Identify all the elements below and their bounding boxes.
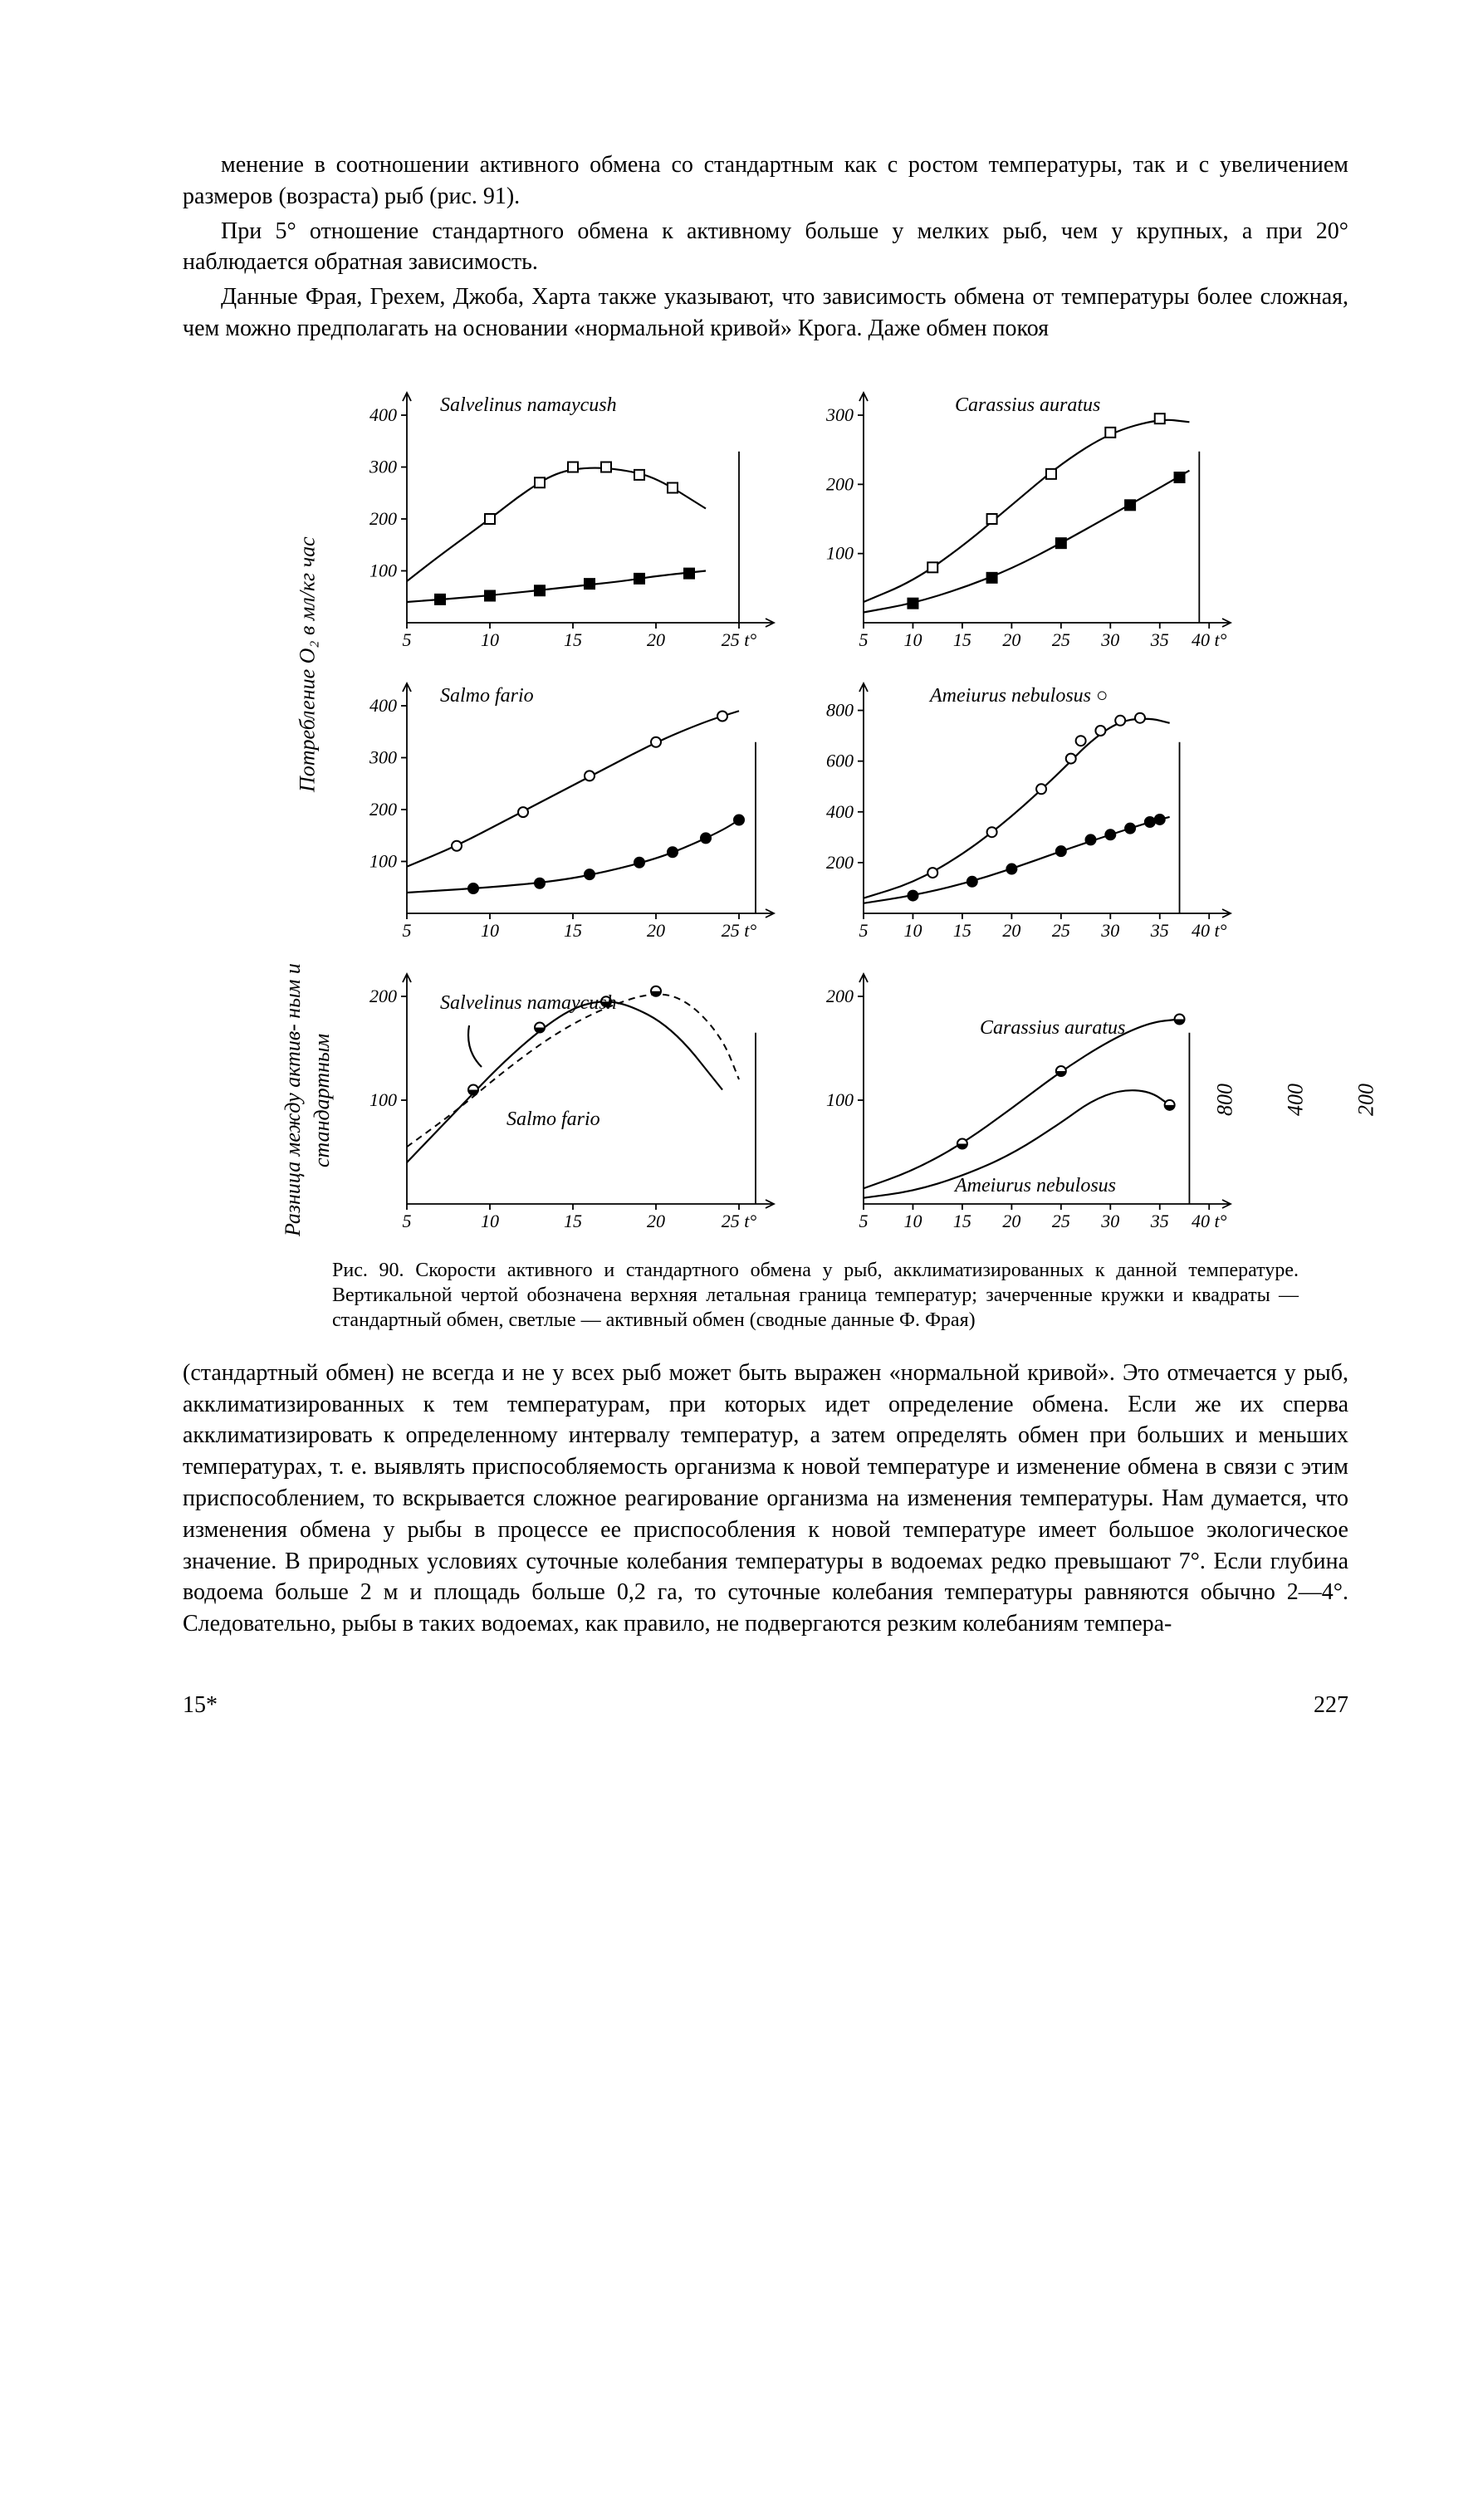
svg-text:300: 300 [825, 404, 854, 425]
svg-text:800: 800 [826, 699, 854, 720]
svg-text:40 t°: 40 t° [1192, 629, 1227, 650]
svg-text:Carassius auratus: Carassius auratus [955, 394, 1100, 416]
svg-text:10: 10 [903, 629, 922, 650]
figure-caption: Рис. 90. Скорости активного и стандартно… [332, 1258, 1299, 1333]
svg-text:20: 20 [1002, 629, 1020, 650]
figure-90: Потребление O₂ в мл/кг час 5 10 15 20 25 t° 1… [282, 378, 1348, 1333]
svg-text:40 t°: 40 t° [1192, 920, 1227, 941]
svg-text:5: 5 [403, 1211, 412, 1231]
svg-text:15: 15 [564, 920, 582, 941]
panel-f-right-ticks: 800400200 [1210, 1084, 1380, 1116]
svg-text:25 t°: 25 t° [722, 629, 757, 650]
panel-b: 5 10 15 20 25 30 35 40 t° 100 200 300 Carassius aur… [814, 378, 1245, 660]
svg-text:40 t°: 40 t° [1192, 1211, 1227, 1231]
svg-text:10: 10 [903, 920, 922, 941]
svg-text:200: 200 [826, 473, 854, 494]
svg-text:25 t°: 25 t° [722, 1211, 757, 1231]
svg-text:100: 100 [369, 1089, 397, 1110]
svg-text:15: 15 [953, 629, 971, 650]
svg-text:Salvelinus namaycush: Salvelinus namaycush [440, 992, 617, 1014]
paragraph-3: Данные Фрая, Грехем, Джоба, Харта также … [183, 281, 1348, 345]
svg-text:20: 20 [647, 920, 665, 941]
svg-text:35: 35 [1150, 920, 1169, 941]
svg-text:20: 20 [647, 1211, 665, 1231]
panel-e: 5 10 15 20 25 t° 100 200 Salvelinus namaycush Sa… [357, 959, 789, 1241]
svg-text:100: 100 [369, 850, 397, 871]
svg-text:10: 10 [481, 920, 499, 941]
svg-text:100: 100 [826, 1089, 854, 1110]
svg-text:200: 200 [369, 986, 397, 1006]
svg-text:15: 15 [564, 629, 582, 650]
svg-text:Ameiurus nebulosus ○: Ameiurus nebulosus ○ [928, 685, 1108, 707]
panel-f: 5 10 15 20 25 30 35 40 t° 100 200 Carassius auratu… [814, 959, 1245, 1241]
svg-text:25 t°: 25 t° [722, 920, 757, 941]
paragraph-1: менение в соотношении активного обмена с… [183, 149, 1348, 213]
svg-text:20: 20 [1002, 920, 1020, 941]
svg-text:400: 400 [369, 404, 397, 425]
svg-text:100: 100 [826, 542, 854, 563]
svg-text:300: 300 [369, 746, 397, 767]
svg-text:5: 5 [859, 629, 869, 650]
page-number: 227 [1314, 1690, 1348, 1721]
svg-text:30: 30 [1100, 1211, 1119, 1231]
svg-text:30: 30 [1100, 629, 1119, 650]
svg-text:25: 25 [1052, 629, 1070, 650]
svg-text:Ameiurus nebulosus: Ameiurus nebulosus [953, 1175, 1116, 1196]
svg-text:35: 35 [1150, 629, 1169, 650]
svg-text:15: 15 [953, 1211, 971, 1231]
svg-text:400: 400 [826, 801, 854, 822]
svg-text:15: 15 [564, 1211, 582, 1231]
svg-text:Salmo fario: Salmo fario [506, 1108, 600, 1130]
svg-text:10: 10 [903, 1211, 922, 1231]
svg-text:5: 5 [859, 1211, 869, 1231]
svg-text:5: 5 [859, 920, 869, 941]
svg-text:200: 200 [369, 508, 397, 529]
svg-text:600: 600 [826, 750, 854, 771]
svg-text:15: 15 [953, 920, 971, 941]
svg-text:Salmo fario: Salmo fario [440, 685, 534, 707]
svg-text:5: 5 [403, 629, 412, 650]
signature-mark: 15* [183, 1690, 218, 1721]
paragraph-2: При 5° отношение стандартного обмена к а… [183, 216, 1348, 279]
panel-c: 5 10 15 20 25 t° 100 200 300 400 Salmo fario [357, 668, 789, 951]
svg-text:300: 300 [369, 456, 397, 477]
svg-text:200: 200 [826, 852, 854, 873]
y-axis-label-diff: Разница между актив- ным и стандартным [282, 959, 332, 1241]
paragraph-4: (стандартный обмен) не всегда и не у все… [183, 1358, 1348, 1640]
svg-text:10: 10 [481, 629, 499, 650]
svg-text:200: 200 [369, 799, 397, 820]
svg-text:400: 400 [369, 695, 397, 716]
svg-text:25: 25 [1052, 920, 1070, 941]
svg-text:100: 100 [369, 560, 397, 580]
svg-text:200: 200 [826, 986, 854, 1006]
svg-text:35: 35 [1150, 1211, 1169, 1231]
svg-text:20: 20 [647, 629, 665, 650]
panel-a: 5 10 15 20 25 t° 100 200 300 400 Salvelinus namay… [357, 378, 789, 660]
panel-d: 5 10 15 20 25 30 35 40 t° 200 400 600 800 Ameiurus n… [814, 668, 1245, 951]
svg-text:25: 25 [1052, 1211, 1070, 1231]
svg-text:10: 10 [481, 1211, 499, 1231]
svg-text:Salvelinus namaycush: Salvelinus namaycush [440, 394, 617, 416]
y-axis-label-main: Потребление O₂ в мл/кг час [282, 378, 332, 951]
svg-text:Carassius auratus: Carassius auratus [980, 1017, 1125, 1039]
svg-text:30: 30 [1100, 920, 1119, 941]
svg-text:20: 20 [1002, 1211, 1020, 1231]
svg-text:5: 5 [403, 920, 412, 941]
